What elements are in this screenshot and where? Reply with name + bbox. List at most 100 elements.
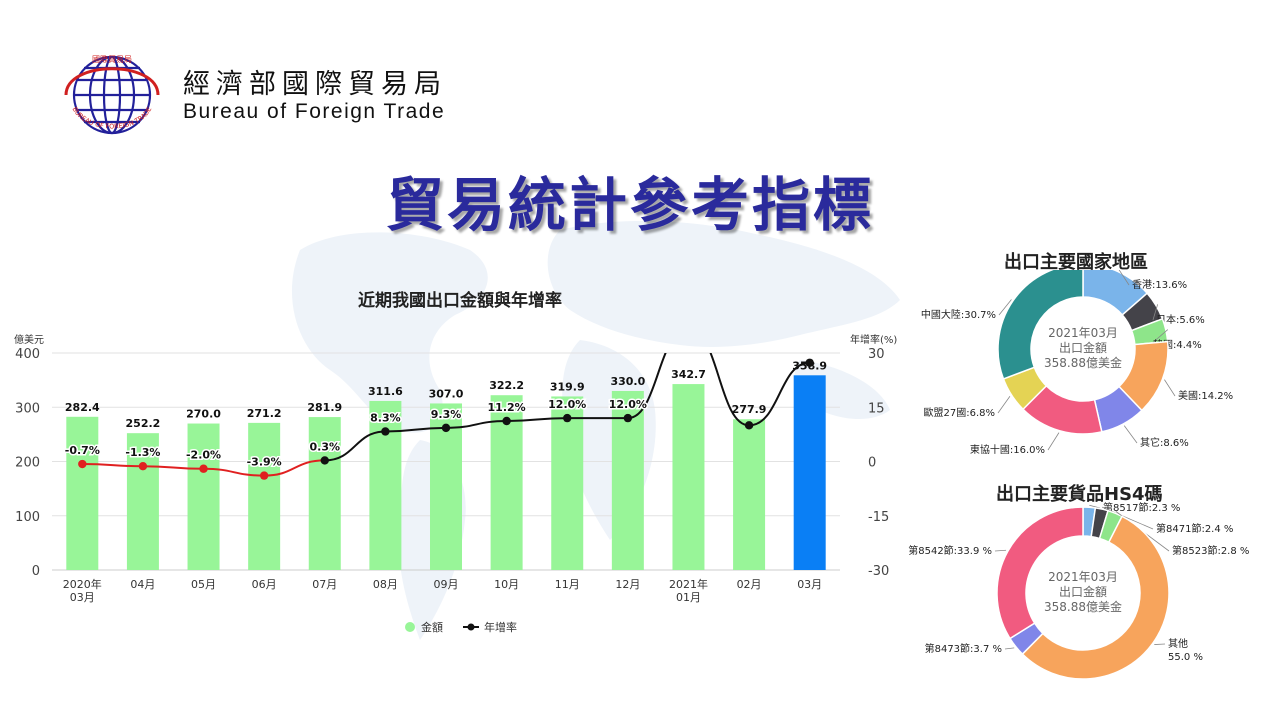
pie-slice bbox=[996, 506, 1084, 640]
pie-center-text: 2021年03月 bbox=[1048, 570, 1118, 584]
y2-tick-label: 0 bbox=[868, 456, 876, 471]
x-tick-label: 09月 bbox=[434, 578, 459, 591]
x-tick-label: 03月 bbox=[797, 578, 822, 591]
bureau-logo: 國際貿易局 BUREAU OF FOREIGN TRADE bbox=[64, 54, 160, 135]
bar-value-label: 307.0 bbox=[429, 387, 464, 400]
legend-bar-label: 金額 bbox=[421, 620, 443, 634]
y-tick-label: 300 bbox=[15, 401, 40, 416]
x-tick-label: 03月 bbox=[70, 591, 95, 604]
bar-value-label: 319.9 bbox=[550, 380, 585, 393]
pie-center-text: 出口金額 bbox=[1059, 584, 1107, 599]
growth-point bbox=[623, 413, 633, 423]
pie-slice-label: 歐盟27國:6.8% bbox=[924, 406, 996, 419]
growth-value-label: 0.3% bbox=[310, 440, 341, 453]
pie-chart-goods: 第8517節:2.3 % 第8471節:2.4 % 第8523節:2.8 % 其他 55… bbox=[908, 501, 1249, 680]
bar-value-label: 270.0 bbox=[186, 408, 221, 421]
pie-title-goods: 出口主要貨品HS4碼 bbox=[996, 484, 1163, 505]
chart-title: 近期我國出口金額與年增率 bbox=[358, 290, 562, 311]
pie-slice-label: 日本:5.6% bbox=[1156, 313, 1205, 326]
bar-value-label: 342.7 bbox=[671, 368, 706, 381]
x-tick-label: 04月 bbox=[130, 578, 155, 591]
pie-leader-line bbox=[1123, 425, 1138, 444]
pie-slice-label: 香港:13.6% bbox=[1132, 279, 1187, 291]
pie-leader-line bbox=[1154, 643, 1166, 645]
growth-point bbox=[502, 416, 511, 426]
bar bbox=[308, 417, 341, 570]
growth-point bbox=[441, 423, 451, 433]
bar bbox=[369, 400, 402, 570]
growth-point bbox=[259, 471, 269, 480]
pie-slice bbox=[1021, 515, 1170, 680]
x-tick-label: 2021年 bbox=[669, 577, 708, 591]
y2-tick-label: -15 bbox=[868, 510, 889, 525]
x-tick-label: 06月 bbox=[252, 578, 277, 591]
bar-value-label: 322.2 bbox=[489, 379, 524, 392]
pie-leader-line bbox=[1102, 506, 1154, 530]
pie-slice-label: 其它:8.6% bbox=[1140, 436, 1189, 449]
bar-value-label: 271.2 bbox=[247, 407, 282, 420]
growth-point bbox=[805, 358, 814, 367]
pie-leader-line bbox=[1118, 270, 1130, 286]
growth-point bbox=[78, 459, 87, 469]
pie-center-text: 358.88億美金 bbox=[1044, 599, 1122, 614]
bar-value-label: 311.6 bbox=[368, 385, 403, 398]
x-tick-label: 08月 bbox=[373, 578, 398, 591]
pie-slice-label: 其他 bbox=[1168, 637, 1188, 650]
bar bbox=[248, 422, 281, 570]
bar bbox=[733, 419, 766, 570]
growth-point bbox=[744, 421, 754, 430]
bar-value-label: 330.0 bbox=[610, 375, 645, 388]
growth-value-label: -2.0% bbox=[186, 449, 221, 462]
pie-slice-label: 東協十國:16.0% bbox=[970, 443, 1045, 456]
y-axis-label: 億美元 bbox=[14, 333, 44, 346]
x-tick-label: 12月 bbox=[615, 578, 640, 591]
pie-slice-label: 第8471節:2.4 % bbox=[1156, 522, 1233, 535]
bar bbox=[126, 433, 159, 570]
pie-leader-line bbox=[1152, 304, 1159, 321]
growth-value-label: 12.0% bbox=[548, 398, 586, 411]
pie-slice-label: 第8517節:2.3 % bbox=[1103, 501, 1180, 514]
x-tick-label: 01月 bbox=[676, 591, 701, 604]
pie-leader-line bbox=[994, 549, 1007, 552]
pie-center-text: 出口金額 bbox=[1059, 340, 1107, 355]
pie-slice-label: 中國大陸:30.7% bbox=[921, 308, 996, 321]
pie-leader-line bbox=[998, 299, 1012, 316]
growth-value-label: 9.3% bbox=[431, 408, 462, 421]
y2-tick-label: 15 bbox=[868, 401, 885, 416]
x-tick-label: 11月 bbox=[555, 578, 580, 591]
pie-center-text: 358.88億美金 bbox=[1044, 355, 1122, 370]
bar-value-label: 277.9 bbox=[732, 403, 767, 416]
growth-value-label: 12.0% bbox=[609, 398, 647, 411]
y-tick-label: 200 bbox=[15, 456, 40, 471]
growth-point bbox=[199, 464, 208, 473]
pie-leader-line bbox=[1089, 504, 1101, 509]
legend-line-label: 年增率 bbox=[484, 620, 517, 634]
pie-slice-label: 第8523節:2.8 % bbox=[1172, 544, 1249, 557]
growth-point bbox=[138, 462, 148, 471]
pie-slice-label: 55.0 % bbox=[1168, 652, 1203, 663]
x-tick-label: 05月 bbox=[191, 578, 216, 591]
page-title: 貿易統計參考指標 bbox=[385, 171, 874, 239]
growth-value-label: -1.3% bbox=[125, 446, 160, 459]
pie-center-text: 2021年03月 bbox=[1048, 326, 1118, 340]
x-tick-label: 07月 bbox=[312, 578, 337, 591]
pie-slice-label: 第8473節:3.7 % bbox=[925, 642, 1002, 655]
pie-slice-label: 美國:14.2% bbox=[1178, 389, 1233, 402]
pie-leader-line bbox=[1047, 432, 1060, 451]
legend-line-marker bbox=[467, 623, 475, 631]
bar-value-label: 282.4 bbox=[65, 401, 100, 414]
y2-axis-label: 年增率(%) bbox=[850, 333, 897, 346]
pie-slice-label: 第8542節:33.9 % bbox=[908, 544, 992, 557]
growth-point bbox=[381, 427, 390, 436]
bar bbox=[672, 384, 705, 570]
bar-value-label: 281.9 bbox=[307, 401, 342, 414]
y-tick-label: 100 bbox=[15, 510, 40, 525]
pie-chart-countries: 香港:13.6%日本:5.6%韓國:4.4%美國:14.2%其它:8.6%東協十… bbox=[921, 270, 1233, 456]
y-tick-label: 0 bbox=[32, 564, 40, 579]
logo-text-top: 國際貿易局 bbox=[92, 54, 132, 64]
growth-value-label: 8.3% bbox=[370, 411, 401, 424]
bar bbox=[66, 416, 99, 570]
y2-tick-label: 30 bbox=[868, 347, 885, 362]
bar bbox=[551, 396, 584, 570]
bar bbox=[187, 423, 220, 570]
